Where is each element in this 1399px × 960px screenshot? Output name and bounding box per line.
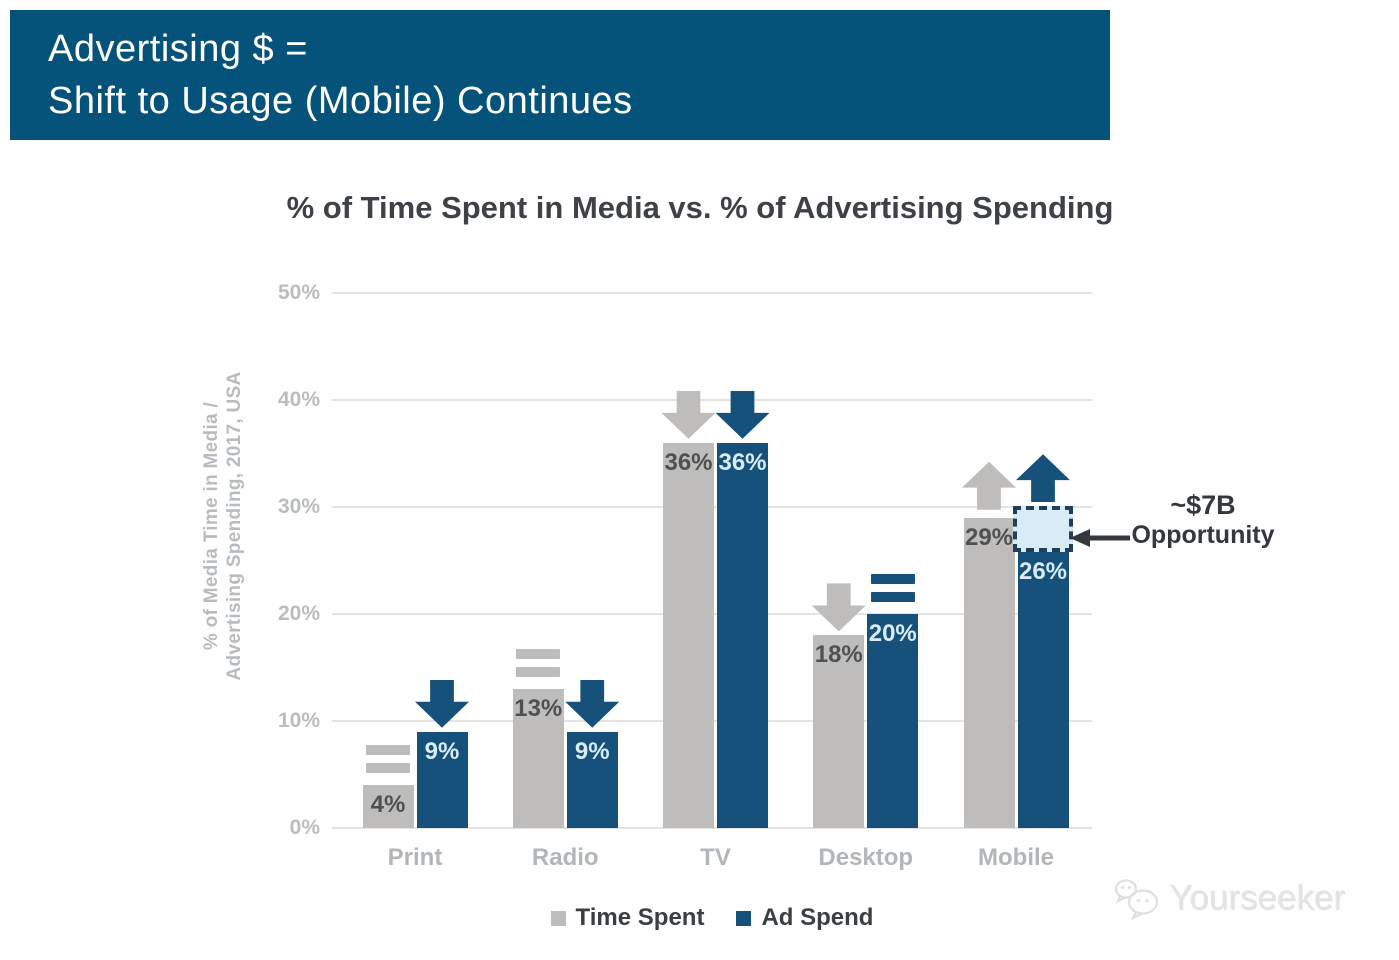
x-category-label-mobile: Mobile: [978, 844, 1054, 871]
opportunity-annotation: ~$7B Opportunity: [1118, 490, 1288, 550]
gridline-50%: [332, 292, 1092, 294]
x-category-label-tv: TV: [700, 844, 731, 871]
y-axis-title-line1: % of Media Time in Media /: [201, 401, 222, 651]
y-tick-label-20%: 20%: [277, 602, 320, 625]
bar-print-ad-spend: [416, 731, 468, 828]
bar-value-label-print-time-spent: 4%: [370, 791, 406, 819]
bar-mobile-ad-spend: [1017, 549, 1069, 828]
bar-radio-ad-spend: [566, 731, 618, 828]
y-tick-label-30%: 30%: [277, 495, 320, 518]
bar-tv-ad-spend: [717, 442, 768, 828]
x-category-label-radio: Radio: [531, 844, 599, 871]
opportunity-arrow: [1070, 529, 1130, 547]
equal-bar: [366, 745, 410, 756]
legend-swatch-ad-spend: [736, 910, 752, 926]
arrow-up-trend-icon-mobile-time-spent: [962, 461, 1016, 510]
bar-value-label-print-ad-spend: 9%: [424, 737, 460, 765]
arrow-up-trend-icon-mobile-ad-spend: [1016, 454, 1070, 503]
bar-value-label-radio-time-spent: 13%: [514, 694, 563, 722]
chart-title: % of Time Spent in Media vs. % of Advert…: [286, 190, 1114, 225]
equal-bar: [516, 666, 561, 677]
chart-legend: Time Spent Ad Spend: [332, 900, 1092, 936]
arrow-down-trend-icon-desktop-time-spent: [811, 583, 866, 632]
y-tick-label-0%: 0%: [289, 816, 320, 839]
bar-value-label-tv-time-spent: 36%: [664, 448, 713, 476]
watermark: Yourseeker: [1112, 876, 1346, 922]
y-tick-label-50%: 50%: [277, 281, 320, 304]
y-tick-label-10%: 10%: [277, 709, 320, 732]
watermark-text: Yourseeker: [1170, 879, 1346, 918]
bar-desktop-time-spent: [813, 635, 865, 828]
legend-label-ad-spend: Ad Spend: [761, 904, 874, 931]
bar-value-label-desktop-time-spent: 18%: [814, 641, 863, 669]
equal-trend-icon-print-time-spent: [366, 745, 410, 774]
bar-tv-time-spent: [663, 442, 714, 828]
equal-bar: [366, 763, 410, 774]
slide-header-banner: Advertising $ = Shift to Usage (Mobile) …: [10, 10, 1110, 140]
arrow-down-trend-icon-tv-time-spent: [661, 390, 716, 439]
equal-bar: [516, 648, 561, 659]
opportunity-annotation-label: Opportunity: [1131, 521, 1275, 549]
y-axis-title: % of Media Time in Media / Advertising S…: [200, 316, 246, 736]
gridline-0%: [332, 827, 1092, 829]
bar-value-label-tv-ad-spend: 36%: [718, 448, 767, 476]
bar-print-time-spent: [362, 785, 414, 828]
x-category-label-desktop: Desktop: [818, 844, 914, 871]
x-category-label-print: Print: [387, 844, 443, 871]
y-tick-label-40%: 40%: [277, 388, 320, 411]
bar-radio-time-spent: [512, 688, 564, 828]
bar-value-label-mobile-ad-spend: 26%: [1018, 557, 1068, 585]
y-axis-title-line2: Advertising Spending, 2017, USA: [224, 371, 245, 681]
opportunity-box: [1013, 506, 1073, 552]
legend-item-time-spent: Time Spent: [550, 904, 705, 932]
bar-desktop-ad-spend: [867, 614, 919, 828]
arrow-down-trend-icon-tv-ad-spend: [715, 390, 770, 439]
bar-mobile-time-spent: [963, 517, 1015, 828]
legend-label-time-spent: Time Spent: [575, 904, 705, 931]
legend-swatch-time-spent: [550, 910, 566, 926]
legend-item-ad-spend: Ad Spend: [736, 904, 873, 932]
equal-trend-icon-radio-time-spent: [516, 648, 561, 677]
opportunity-annotation-value: ~$7B: [1170, 490, 1236, 520]
equal-trend-icon-desktop-ad-spend: [870, 574, 915, 602]
gridline-40%: [332, 399, 1092, 401]
bar-value-label-desktop-ad-spend: 20%: [868, 620, 917, 647]
slide-header-line2: Shift to Usage (Mobile) Continues: [48, 80, 633, 122]
slide-header-line1: Advertising $ =: [48, 28, 308, 70]
equal-bar: [870, 574, 915, 584]
chat-bubbles-icon: [1114, 879, 1159, 921]
bar-value-label-radio-ad-spend: 9%: [574, 737, 610, 765]
bar-value-label-mobile-time-spent: 29%: [964, 523, 1014, 551]
equal-bar: [870, 592, 915, 602]
